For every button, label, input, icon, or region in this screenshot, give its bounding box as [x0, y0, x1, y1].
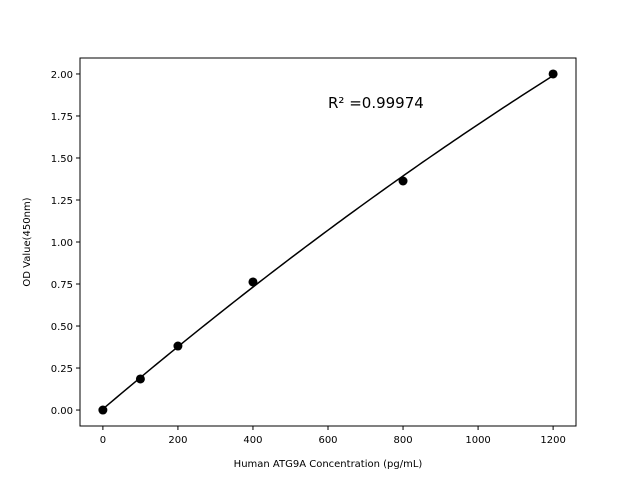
- y-tick-label: 0.75: [51, 280, 73, 291]
- x-tick-label: 0: [100, 435, 106, 446]
- x-axis-label: Human ATG9A Concentration (pg/mL): [234, 459, 423, 470]
- y-tick-label: 0.25: [51, 364, 73, 375]
- y-tick-label: 0.00: [51, 406, 73, 417]
- plot-frame: [79, 57, 577, 427]
- x-tick-label: 400: [243, 435, 262, 446]
- x-tick-label: 600: [318, 435, 337, 446]
- y-tick-label: 1.00: [51, 238, 73, 249]
- data-point: [135, 374, 145, 384]
- fit-curve: [102, 74, 554, 410]
- y-tick-label: 1.25: [51, 196, 73, 207]
- data-point: [548, 69, 558, 79]
- r-squared-annotation: R² =0.99974: [328, 94, 424, 112]
- y-axis-label: OD Value(450nm): [22, 197, 33, 286]
- x-tick-label: 200: [168, 435, 187, 446]
- data-point: [248, 277, 258, 287]
- y-tick-label: 2.00: [51, 70, 73, 81]
- x-tick-label: 1000: [465, 435, 490, 446]
- data-point: [98, 405, 108, 415]
- y-tick-label: 1.50: [51, 154, 73, 165]
- data-point: [173, 341, 183, 351]
- y-tick-label: 0.50: [51, 322, 73, 333]
- y-tick-label: 1.75: [51, 112, 73, 123]
- data-point: [398, 176, 408, 186]
- x-tick-label: 800: [393, 435, 412, 446]
- x-tick-label: 1200: [540, 435, 565, 446]
